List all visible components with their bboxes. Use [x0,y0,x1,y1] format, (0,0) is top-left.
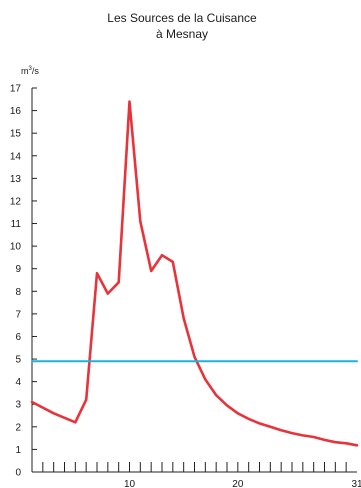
y-tick-label: 2 [15,422,21,433]
chart-title: Les Sources de la Cuisance [107,11,257,25]
y-axis-unit-base: m [21,66,29,76]
y-tick-label: 0 [15,468,21,479]
x-tick-label: 10 [124,479,136,488]
x-tick-label: 31 [351,479,361,488]
y-tick-label: 12 [10,196,22,207]
y-tick-label: 3 [15,400,21,411]
x-axis-ticks: 10 20 31 [42,462,361,488]
y-tick-label: 1 [15,445,21,456]
y-tick-label: 10 [10,242,22,253]
y-tick-label: 16 [10,106,22,117]
y-tick-label: 11 [11,219,22,230]
y-tick-label: 13 [10,174,22,185]
y-tick-label: 14 [10,151,22,162]
y-axis-unit: m3/s [21,66,39,76]
y-axis-unit-superscript: 3 [29,66,33,72]
chart-axes [31,88,357,473]
y-tick-label: 9 [15,264,21,275]
y-tick-label: 17 [10,84,22,95]
series-layer [30,100,359,447]
y-tick-label: 5 [15,355,21,366]
y-tick-label: 15 [10,129,22,140]
y-tick-label: 6 [15,332,21,343]
discharge-series-line [30,100,359,447]
y-axis-unit-tail: /s [32,66,40,76]
y-tick-label: 4 [15,377,21,388]
x-tick-label: 20 [232,479,244,488]
y-tick-label: 8 [15,287,21,298]
y-tick-label: 7 [15,309,21,320]
chart-subtitle: à Mesnay [156,27,208,41]
